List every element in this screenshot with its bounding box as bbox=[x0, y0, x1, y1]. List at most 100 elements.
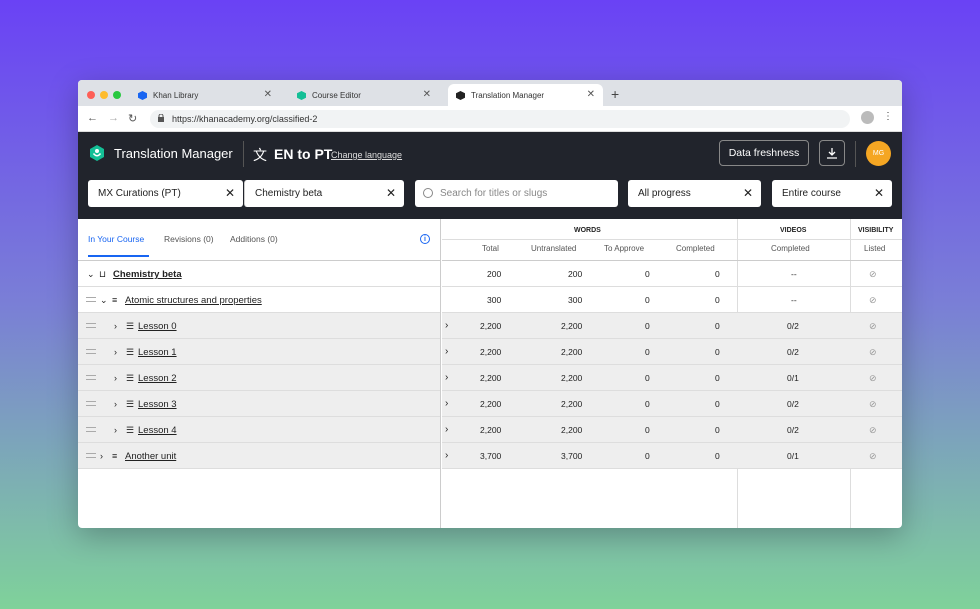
total-value: 2,200 bbox=[480, 321, 502, 331]
clear-curation-icon[interactable]: ✕ bbox=[224, 186, 235, 200]
eye-off-icon[interactable]: ⊘ bbox=[869, 321, 877, 331]
scope-filter-value: Entire course bbox=[782, 188, 841, 199]
course-tree-panel: In Your Course Revisions (0) Additions (… bbox=[78, 219, 441, 528]
chevron-right-icon[interactable]: › bbox=[445, 320, 449, 331]
back-arrow-icon[interactable]: ← bbox=[87, 112, 98, 124]
total-value: 2,200 bbox=[480, 399, 502, 409]
tab-course-editor[interactable]: Course Editor ✕ bbox=[289, 84, 439, 106]
info-icon[interactable]: i bbox=[420, 234, 430, 244]
tab-additions[interactable]: Additions (0) bbox=[230, 234, 278, 244]
lesson-link[interactable]: Lesson 4 bbox=[138, 425, 177, 436]
eye-off-icon[interactable]: ⊘ bbox=[869, 347, 877, 357]
table-row: 300 300 0 0 -- ⊘ bbox=[442, 287, 902, 313]
minimize-window-button[interactable] bbox=[100, 91, 108, 99]
data-freshness-button[interactable]: Data freshness bbox=[719, 140, 809, 166]
course-link[interactable]: Chemistry beta bbox=[113, 269, 182, 280]
close-tab-icon[interactable]: ✕ bbox=[422, 89, 431, 100]
list-icon: ☰ bbox=[126, 321, 135, 331]
clear-course-icon[interactable]: ✕ bbox=[385, 186, 396, 200]
lesson-link[interactable]: Lesson 0 bbox=[138, 321, 177, 332]
change-language-link[interactable]: Change language bbox=[331, 150, 403, 160]
download-button[interactable] bbox=[819, 140, 845, 166]
videos-value: 0/2 bbox=[787, 425, 799, 435]
drag-handle-icon[interactable] bbox=[86, 427, 96, 432]
close-window-button[interactable] bbox=[87, 91, 95, 99]
app-header: Translation Manager 文 EN to PT Change la… bbox=[78, 132, 902, 219]
tab-in-your-course[interactable]: In Your Course bbox=[88, 234, 145, 244]
total-value: 3,700 bbox=[480, 451, 502, 461]
tree-row-lesson[interactable]: › ☰ Lesson 4 bbox=[78, 417, 440, 443]
tab-bar: Khan Library ✕ Course Editor ✕ Translati… bbox=[78, 80, 902, 106]
chevron-down-icon[interactable]: ⌄ bbox=[100, 295, 108, 305]
eye-off-icon[interactable]: ⊘ bbox=[869, 295, 877, 305]
profile-icon[interactable] bbox=[861, 111, 874, 124]
tree-row-lesson[interactable]: › ☰ Lesson 3 bbox=[78, 391, 440, 417]
chevron-right-icon[interactable]: › bbox=[114, 347, 117, 357]
table-row: 200 200 0 0 -- ⊘ bbox=[442, 261, 902, 287]
total-value: 2,200 bbox=[480, 373, 502, 383]
chevron-right-icon[interactable]: › bbox=[445, 372, 449, 383]
untranslated-value: 2,200 bbox=[561, 425, 583, 435]
scope-filter[interactable]: Entire course ✕ bbox=[772, 180, 892, 207]
total-value: 2,200 bbox=[480, 425, 502, 435]
drag-handle-icon[interactable] bbox=[86, 297, 96, 302]
chevron-right-icon[interactable]: › bbox=[445, 398, 449, 409]
course-filter[interactable]: Chemistry beta ✕ bbox=[244, 180, 404, 207]
drag-handle-icon[interactable] bbox=[86, 375, 96, 380]
lesson-link[interactable]: Lesson 2 bbox=[138, 373, 177, 384]
tree-row-lesson[interactable]: › ☰ Lesson 0 bbox=[78, 313, 440, 339]
reload-icon[interactable]: ↻ bbox=[128, 113, 138, 125]
chevron-right-icon[interactable]: › bbox=[114, 373, 117, 383]
chevron-down-icon[interactable]: ⌄ bbox=[87, 269, 95, 279]
clear-scope-icon[interactable]: ✕ bbox=[873, 186, 884, 200]
tree-row-lesson[interactable]: › ☰ Lesson 1 bbox=[78, 339, 440, 365]
chevron-right-icon[interactable]: › bbox=[114, 321, 117, 331]
tab-label: Translation Manager bbox=[471, 90, 545, 100]
drag-handle-icon[interactable] bbox=[86, 323, 96, 328]
clear-progress-icon[interactable]: ✕ bbox=[742, 186, 753, 200]
chevron-right-icon[interactable]: › bbox=[114, 425, 117, 435]
window-controls bbox=[87, 91, 121, 99]
chevron-right-icon[interactable]: › bbox=[114, 399, 117, 409]
search-input[interactable]: Search for titles or slugs bbox=[415, 180, 618, 207]
more-menu-icon[interactable]: ⋮ bbox=[883, 111, 893, 122]
drag-handle-icon[interactable] bbox=[86, 453, 96, 458]
chevron-right-icon[interactable]: › bbox=[445, 346, 449, 357]
tab-translation-manager[interactable]: Translation Manager ✕ bbox=[448, 84, 603, 106]
lesson-link[interactable]: Lesson 1 bbox=[138, 347, 177, 358]
chevron-right-icon[interactable]: › bbox=[445, 450, 449, 461]
completed-value: 0 bbox=[715, 399, 720, 409]
tab-revisions[interactable]: Revisions (0) bbox=[164, 234, 214, 244]
eye-off-icon[interactable]: ⊘ bbox=[869, 399, 877, 409]
close-tab-icon[interactable]: ✕ bbox=[263, 89, 272, 100]
close-tab-icon[interactable]: ✕ bbox=[586, 89, 595, 100]
address-input[interactable]: https://khanacademy.org/classified-2 bbox=[150, 110, 850, 128]
drag-handle-icon[interactable] bbox=[86, 349, 96, 354]
avatar[interactable]: MG bbox=[866, 141, 891, 166]
unit-link[interactable]: Another unit bbox=[125, 451, 177, 462]
new-tab-button[interactable]: + bbox=[611, 86, 620, 102]
eye-off-icon[interactable]: ⊘ bbox=[869, 373, 877, 383]
tree-row-course[interactable]: ⌄ ⊔ Chemistry beta bbox=[78, 261, 440, 287]
eye-off-icon[interactable]: ⊘ bbox=[869, 269, 877, 279]
chevron-right-icon[interactable]: › bbox=[445, 424, 449, 435]
progress-filter[interactable]: All progress ✕ bbox=[628, 180, 761, 207]
forward-arrow-icon[interactable]: → bbox=[108, 112, 119, 124]
chevron-right-icon[interactable]: › bbox=[100, 451, 103, 461]
lesson-link[interactable]: Lesson 3 bbox=[138, 399, 177, 410]
eye-off-icon[interactable]: ⊘ bbox=[869, 425, 877, 435]
maximize-window-button[interactable] bbox=[113, 91, 121, 99]
tree-row-unit[interactable]: ⌄ ≡ Atomic structures and properties bbox=[78, 287, 440, 313]
curation-filter[interactable]: MX Curations (PT) ✕ bbox=[88, 180, 243, 207]
completed-value: 0 bbox=[715, 321, 720, 331]
words-header: WORDS bbox=[574, 227, 601, 234]
tree-row-lesson[interactable]: › ☰ Lesson 2 bbox=[78, 365, 440, 391]
tree-row-unit[interactable]: › ≡ Another unit bbox=[78, 443, 440, 469]
tab-khan-library[interactable]: Khan Library ✕ bbox=[130, 84, 280, 106]
eye-off-icon[interactable]: ⊘ bbox=[869, 451, 877, 461]
untranslated-value: 300 bbox=[568, 295, 583, 305]
unit-link[interactable]: Atomic structures and properties bbox=[125, 295, 262, 306]
total-value: 200 bbox=[487, 269, 502, 279]
khan-logo-icon bbox=[138, 90, 147, 100]
drag-handle-icon[interactable] bbox=[86, 401, 96, 406]
